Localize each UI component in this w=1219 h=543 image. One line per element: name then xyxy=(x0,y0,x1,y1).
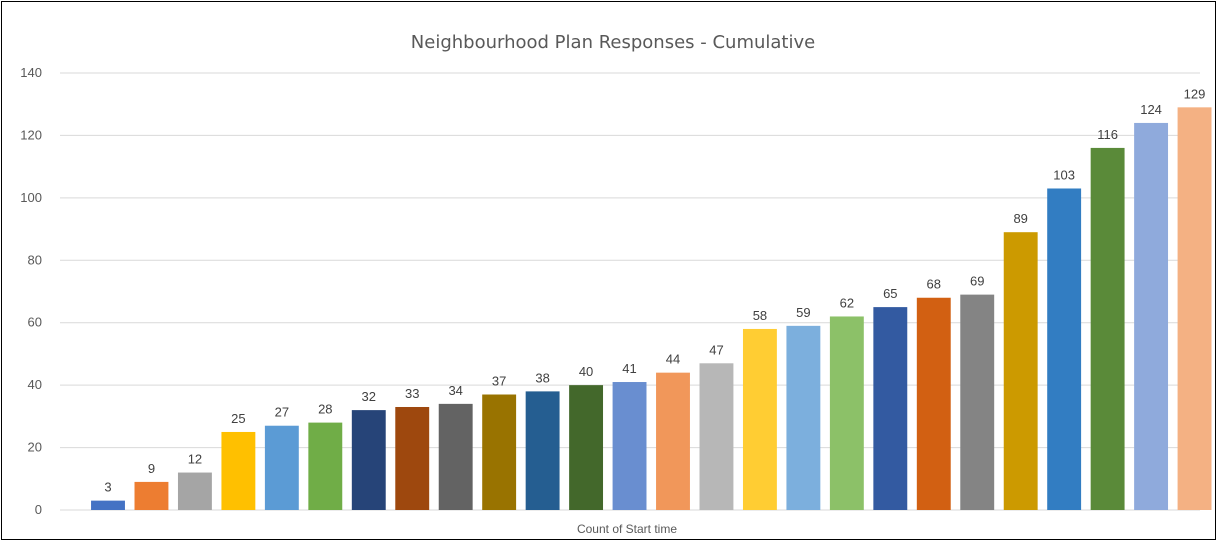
chart-title: Neighbourhood Plan Responses - Cumulativ… xyxy=(411,32,815,53)
bar xyxy=(438,403,473,510)
data-labels: 3 9 12 25 27 28 32 33 34 37 38 40 41 44 47 58 59 62 65 68 69… xyxy=(104,86,1205,494)
y-tick-label: 0 xyxy=(35,502,42,517)
data-label: 33 xyxy=(405,386,419,401)
data-label: 89 xyxy=(1013,211,1027,226)
data-label: 32 xyxy=(362,389,376,404)
bar xyxy=(916,297,951,510)
data-label: 69 xyxy=(970,274,984,289)
data-label: 28 xyxy=(318,402,332,417)
bar xyxy=(699,363,734,510)
y-tick-label: 80 xyxy=(28,252,42,267)
data-label: 25 xyxy=(231,411,245,426)
bar xyxy=(656,372,690,510)
bar xyxy=(395,406,430,510)
bar xyxy=(134,481,169,510)
y-tick-label: 60 xyxy=(28,315,42,330)
data-label: 47 xyxy=(709,342,723,357)
bar xyxy=(1003,232,1038,510)
y-axis: 0 20 40 60 80 100 120 140 xyxy=(20,65,42,517)
bar xyxy=(1090,147,1125,510)
bar xyxy=(1134,122,1169,510)
data-label: 41 xyxy=(622,361,636,376)
data-label: 68 xyxy=(927,277,941,292)
bar xyxy=(221,431,256,510)
y-tick-label: 40 xyxy=(28,377,42,392)
y-tick-label: 120 xyxy=(20,127,42,142)
data-label: 103 xyxy=(1053,167,1075,182)
data-label: 58 xyxy=(753,308,767,323)
bars xyxy=(91,107,1212,510)
bar xyxy=(482,394,517,510)
bar xyxy=(786,325,821,510)
data-label: 40 xyxy=(579,364,593,379)
y-tick-label: 100 xyxy=(20,190,42,205)
data-label: 65 xyxy=(883,286,897,301)
data-label: 3 xyxy=(104,480,111,495)
bar xyxy=(960,294,995,510)
data-label: 62 xyxy=(840,295,854,310)
bar xyxy=(1177,107,1212,510)
bar xyxy=(525,391,560,510)
data-label: 38 xyxy=(535,370,549,385)
data-label: 44 xyxy=(666,352,680,367)
bar xyxy=(351,410,386,510)
data-label: 37 xyxy=(492,374,506,389)
data-label: 59 xyxy=(796,305,810,320)
bar xyxy=(612,382,647,510)
data-label: 27 xyxy=(275,405,289,420)
bar xyxy=(177,472,212,510)
y-tick-label: 140 xyxy=(20,65,42,80)
x-axis-label: Count of Start time xyxy=(577,522,677,536)
data-label: 9 xyxy=(148,461,155,476)
bar xyxy=(308,422,343,510)
data-label: 129 xyxy=(1184,86,1206,101)
data-label: 12 xyxy=(188,452,202,467)
data-label: 124 xyxy=(1140,102,1162,117)
bar xyxy=(873,307,908,510)
bar xyxy=(1047,188,1082,510)
bar xyxy=(569,385,604,510)
bar xyxy=(742,328,777,510)
bar xyxy=(91,500,125,510)
y-tick-label: 20 xyxy=(28,440,42,455)
data-label: 34 xyxy=(448,383,462,398)
bar xyxy=(829,316,864,510)
data-label: 116 xyxy=(1097,127,1118,142)
bar xyxy=(264,425,299,510)
